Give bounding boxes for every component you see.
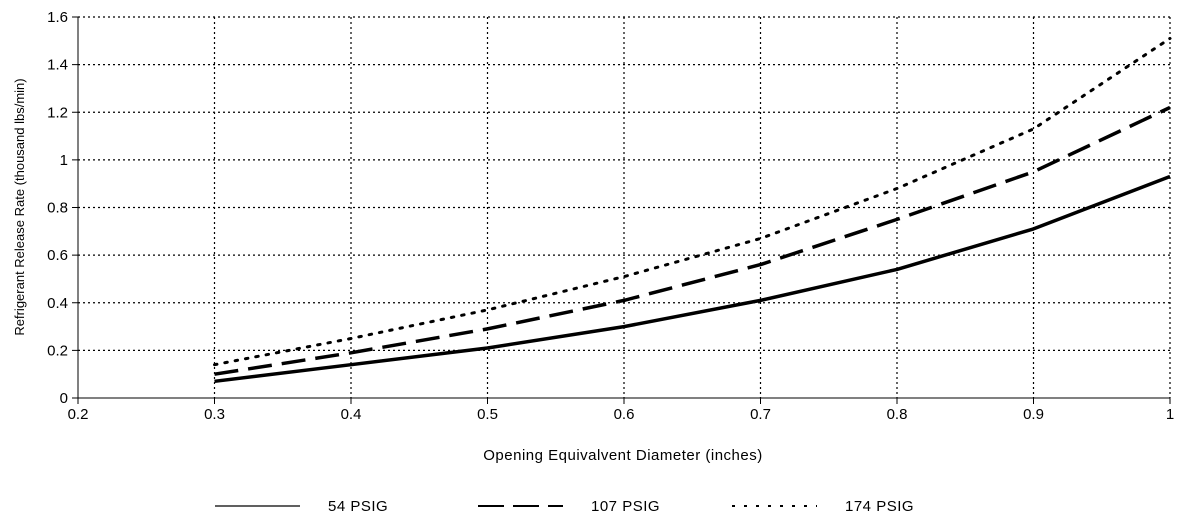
x-axis-title: Opening Equivalvent Diameter (inches) [483, 447, 762, 464]
y-tick-label: 0.4 [47, 295, 68, 312]
x-tick-label: 0.2 [68, 406, 89, 423]
y-tick-label: 0 [60, 390, 68, 407]
y-tick-label: 1.6 [47, 9, 68, 26]
y-axis-title: Refrigerant Release Rate (thousand lbs/m… [12, 78, 27, 335]
x-tick-label: 0.6 [614, 406, 635, 423]
y-tick-label: 0.6 [47, 247, 68, 264]
y-tick-label: 1.4 [47, 57, 68, 74]
y-tick-label: 1.2 [47, 104, 68, 121]
series-lines [213, 36, 1172, 384]
legend: 54 PSIG 107 PSIG 174 PSIG [215, 498, 914, 515]
legend-label: 174 PSIG [845, 498, 914, 515]
x-tick-label: 0.7 [750, 406, 771, 423]
x-tick-label: 0.8 [887, 406, 908, 423]
x-tick-label: 0.4 [341, 406, 362, 423]
x-tick-label: 1 [1166, 406, 1174, 423]
series-line-3 [213, 36, 1172, 367]
x-tick-label: 0.9 [1023, 406, 1044, 423]
series-line-1 [214, 174, 1171, 384]
y-tick-label: 0.2 [47, 342, 68, 359]
y-tick-label: 1 [60, 152, 68, 169]
legend-label: 107 PSIG [591, 498, 660, 515]
tick-labels: 0.2 0.3 0.4 0.5 0.6 0.7 0.8 0.9 100.20.40.60.811… [47, 9, 1174, 423]
x-tick-label: 0.5 [477, 406, 498, 423]
grid [78, 16, 1171, 398]
axes [72, 16, 1171, 404]
series-line-2 [214, 105, 1171, 376]
legend-label: 54 PSIG [328, 498, 388, 515]
x-tick-label: 0.3 [204, 406, 225, 423]
y-tick-label: 0.8 [47, 200, 68, 217]
